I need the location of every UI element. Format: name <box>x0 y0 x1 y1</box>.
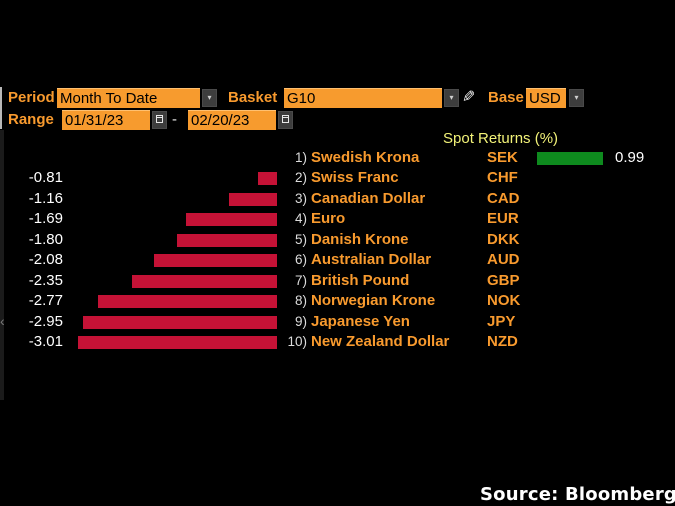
currency-row[interactable]: 6) Australian Dollar AUD -2.08 <box>0 250 675 270</box>
return-value: -2.08 <box>28 251 63 268</box>
currency-name: Australian Dollar <box>311 251 432 268</box>
currency-name: Norwegian Krone <box>311 292 436 309</box>
row-rank: 2) <box>294 170 307 185</box>
scroll-left-icon[interactable]: ‹ <box>0 313 5 329</box>
negative-return-bar <box>177 234 277 247</box>
range-start-input[interactable]: 01/31/23 <box>62 110 150 130</box>
currency-ticker: CHF <box>487 169 518 186</box>
negative-return-bar <box>258 172 277 185</box>
row-rank: 1) <box>294 150 307 165</box>
return-value: -2.77 <box>28 292 63 309</box>
currency-name: Euro <box>311 210 346 227</box>
base-dropdown-arrow-icon[interactable]: ▾ <box>569 89 584 107</box>
currency-name: New Zealand Dollar <box>311 333 450 350</box>
currency-name: Swiss Franc <box>311 169 399 186</box>
return-value: 0.99 <box>615 149 645 166</box>
positive-return-bar <box>537 152 603 165</box>
return-value: -2.35 <box>28 272 63 289</box>
currency-name: Canadian Dollar <box>311 190 426 207</box>
currency-row[interactable]: 8) Norwegian Krone NOK -2.77 <box>0 291 675 311</box>
range-label: Range <box>8 111 54 128</box>
negative-return-bar <box>186 213 277 226</box>
return-value: -3.01 <box>28 333 63 350</box>
currency-name: Danish Krone <box>311 231 409 248</box>
currency-row[interactable]: 4) Euro EUR -1.69 <box>0 209 675 229</box>
source-credit: Source: Bloomberg <box>480 484 675 505</box>
currency-ticker: NZD <box>487 333 518 350</box>
currency-row[interactable]: 2) Swiss Franc CHF -0.81 <box>0 168 675 188</box>
currency-row[interactable]: 1) Swedish Krona SEK 0.99 <box>0 148 675 168</box>
currency-row[interactable]: 3) Canadian Dollar CAD -1.16 <box>0 189 675 209</box>
currency-ticker: NOK <box>487 292 521 309</box>
return-value: -2.95 <box>28 313 63 330</box>
period-label: Period <box>8 89 55 106</box>
negative-return-bar <box>78 336 277 349</box>
currency-ticker: SEK <box>487 149 518 166</box>
currency-row[interactable]: 9) Japanese Yen JPY -2.95 <box>0 312 675 332</box>
calendar-icon <box>282 115 289 123</box>
chart-title: Spot Returns (%) <box>443 130 559 147</box>
basket-label: Basket <box>228 89 278 106</box>
left-scroll-strip <box>0 130 4 400</box>
currency-ticker: GBP <box>487 272 520 289</box>
basket-dropdown-arrow-icon[interactable]: ▾ <box>444 89 459 107</box>
row-rank: 4) <box>294 211 307 226</box>
negative-return-bar <box>229 193 277 206</box>
range-end-input[interactable]: 02/20/23 <box>188 110 276 130</box>
currency-ticker: AUD <box>487 251 520 268</box>
currency-ticker: JPY <box>487 313 516 330</box>
currency-row[interactable]: 7) British Pound GBP -2.35 <box>0 271 675 291</box>
currency-ticker: CAD <box>487 190 520 207</box>
negative-return-bar <box>154 254 277 267</box>
return-value: -1.69 <box>28 210 63 227</box>
currency-name: British Pound <box>311 272 410 289</box>
window-edge-highlight <box>0 87 2 129</box>
row-rank: 9) <box>294 314 307 329</box>
negative-return-bar <box>98 295 277 308</box>
range-start-calendar-icon[interactable] <box>152 111 167 129</box>
currency-name: Swedish Krona <box>311 149 420 166</box>
calendar-icon <box>156 115 163 123</box>
edit-basket-pencil-icon[interactable]: ✎ <box>462 89 476 106</box>
negative-return-bar <box>83 316 277 329</box>
row-rank: 5) <box>294 232 307 247</box>
negative-return-bar <box>132 275 277 288</box>
base-dropdown[interactable]: USD <box>526 88 566 108</box>
return-value: -0.81 <box>28 169 63 186</box>
basket-dropdown[interactable]: G10 <box>284 88 442 108</box>
currency-row[interactable]: 5) Danish Krone DKK -1.80 <box>0 230 675 250</box>
currency-name: Japanese Yen <box>311 313 410 330</box>
range-separator: - <box>172 111 177 128</box>
currency-ticker: EUR <box>487 210 519 227</box>
row-rank: 7) <box>294 273 307 288</box>
row-rank: 6) <box>294 252 307 267</box>
range-end-calendar-icon[interactable] <box>278 111 293 129</box>
row-rank: 10) <box>287 334 307 349</box>
currency-ticker: DKK <box>487 231 520 248</box>
currency-row[interactable]: 10) New Zealand Dollar NZD -3.01 <box>0 332 675 352</box>
return-value: -1.80 <box>28 231 63 248</box>
base-label: Base <box>488 89 524 106</box>
period-dropdown-arrow-icon[interactable]: ▾ <box>202 89 217 107</box>
period-dropdown[interactable]: Month To Date <box>57 88 200 108</box>
row-rank: 8) <box>294 293 307 308</box>
row-rank: 3) <box>294 191 307 206</box>
return-value: -1.16 <box>28 190 63 207</box>
